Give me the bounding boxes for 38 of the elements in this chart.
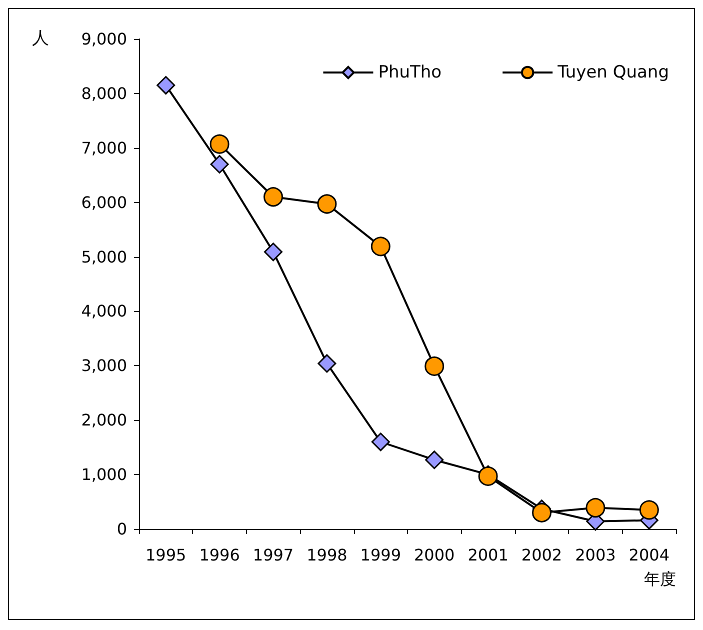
x-tick-label: 2001 (468, 546, 508, 564)
point (156, 76, 176, 95)
point (210, 154, 229, 174)
y-tick-label: 7,000 (81, 138, 127, 158)
y-tick-label: 0 (116, 520, 127, 538)
point (370, 236, 390, 256)
y-axis-title: 人 (32, 28, 49, 48)
y-tick-label: 9,000 (81, 30, 127, 48)
x-tick-label: 2002 (521, 546, 562, 564)
y-tick-label: 5,000 (81, 247, 127, 266)
x-tick-label: 2000 (414, 546, 455, 564)
x-tick-label: 2004 (628, 546, 670, 564)
y-tick-label: 6,000 (81, 192, 127, 212)
x-tick-label: 1999 (360, 546, 402, 564)
x-axis-title: 年度 (644, 570, 676, 588)
point (532, 502, 552, 522)
y-tick-label: 8,000 (81, 84, 127, 103)
y-tick-label: 2,000 (81, 410, 127, 430)
point (639, 500, 659, 520)
point (586, 498, 606, 518)
point (424, 356, 444, 376)
point (317, 194, 337, 214)
x-tick-label: 1998 (306, 546, 348, 564)
point (264, 242, 282, 262)
y-tick-label: 1,000 (81, 465, 127, 484)
x-tick-label: 2003 (575, 546, 616, 564)
y-tick-label: 4,000 (81, 302, 127, 321)
legend-label: Tuyen Quang (556, 62, 670, 82)
x-tick-label: 1995 (145, 546, 186, 564)
point (371, 432, 390, 452)
point (425, 450, 444, 470)
y-tick-label: 3,000 (81, 356, 127, 376)
point (210, 134, 230, 154)
x-tick-label: 1996 (199, 546, 240, 564)
point (264, 187, 283, 207)
legend-label: PhuTho (378, 62, 442, 82)
x-tick-label: 1997 (252, 546, 294, 564)
point (318, 354, 336, 373)
